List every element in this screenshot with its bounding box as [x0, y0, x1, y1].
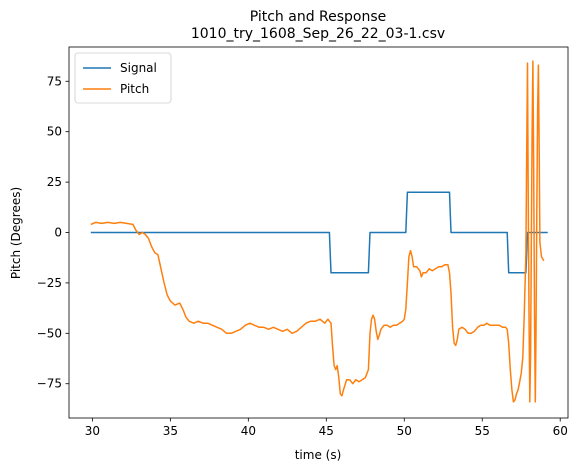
legend: Signal Pitch [74, 52, 172, 104]
legend-label-pitch: Pitch [120, 82, 149, 96]
y-tick-label: 25 [47, 175, 62, 189]
y-tick-label: −50 [37, 326, 62, 340]
x-tick-label: 45 [319, 424, 334, 438]
series-line-signal [90, 191, 548, 274]
legend-label-signal: Signal [120, 61, 157, 75]
y-axis-label: Pitch (Degrees) [9, 187, 23, 279]
y-tick-label: −25 [37, 276, 62, 290]
y-tick-label: 75 [47, 74, 62, 88]
x-axis-label: time (s) [295, 448, 342, 462]
legend-box [74, 52, 172, 104]
y-tick-label: 0 [54, 226, 62, 240]
chart-title: Pitch and Response [250, 9, 387, 25]
x-tick-label: 55 [475, 424, 490, 438]
x-tick-label: 60 [553, 424, 568, 438]
x-tick-label: 30 [85, 424, 100, 438]
y-tick-label: −75 [37, 377, 62, 391]
series-line-pitch [90, 60, 545, 403]
x-tick-label: 35 [163, 424, 178, 438]
x-tick-label: 50 [397, 424, 412, 438]
chart-subtitle: 1010_try_1608_Sep_26_22_03-1.csv [191, 26, 445, 42]
y-tick-label: 50 [47, 125, 62, 139]
x-tick-label: 40 [241, 424, 256, 438]
